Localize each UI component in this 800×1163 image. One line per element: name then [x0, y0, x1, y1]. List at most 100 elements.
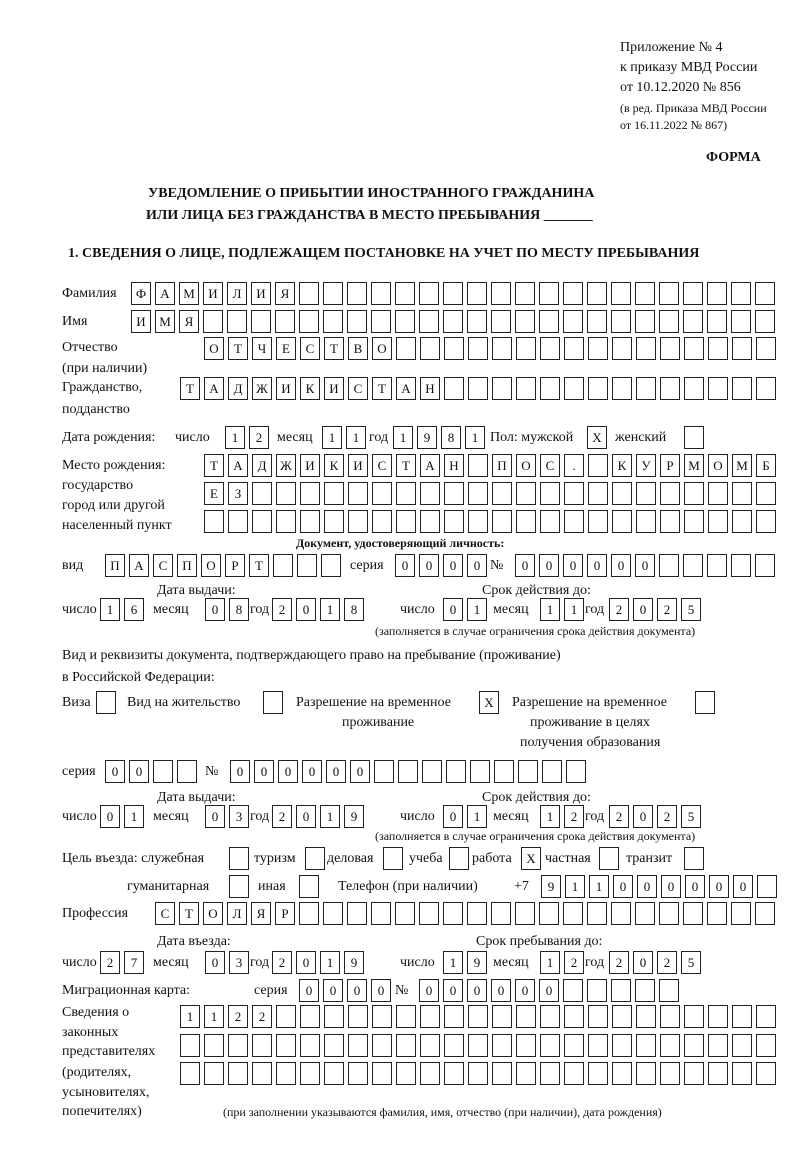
- char-box-name[interactable]: [227, 310, 247, 333]
- char-box-birth-place-3[interactable]: [708, 510, 728, 533]
- char-box-representatives-3[interactable]: [708, 1062, 728, 1085]
- char-box-citizenship[interactable]: К: [300, 377, 320, 400]
- char-box-citizenship[interactable]: [756, 377, 776, 400]
- char-box-stay-series[interactable]: 0: [129, 760, 149, 783]
- char-box-birth-place-2[interactable]: [276, 482, 296, 505]
- char-box-migration-number[interactable]: 0: [443, 979, 463, 1002]
- char-box-birth-place-1[interactable]: У: [636, 454, 656, 477]
- checkbox-purpose-private[interactable]: [599, 847, 619, 870]
- char-box-representatives-2[interactable]: [372, 1034, 392, 1057]
- char-box-entry-year[interactable]: 2: [272, 951, 292, 974]
- char-box-stay-issue-year[interactable]: 2: [272, 805, 292, 828]
- char-box-id-number[interactable]: [731, 554, 751, 577]
- char-box-birth-place-2[interactable]: [372, 482, 392, 505]
- char-box-phone[interactable]: 1: [565, 875, 585, 898]
- char-box-profession[interactable]: [611, 902, 631, 925]
- char-box-birth-place-3[interactable]: [732, 510, 752, 533]
- char-box-stay-series[interactable]: [177, 760, 197, 783]
- char-box-representatives-1[interactable]: 2: [252, 1005, 272, 1028]
- char-box-surname[interactable]: [467, 282, 487, 305]
- char-box-patronymic[interactable]: [636, 337, 656, 360]
- char-box-surname[interactable]: [659, 282, 679, 305]
- char-box-entry-month[interactable]: 3: [229, 951, 249, 974]
- char-box-birth-place-3[interactable]: [612, 510, 632, 533]
- char-box-birth-place-3[interactable]: [420, 510, 440, 533]
- char-box-birth-place-2[interactable]: [300, 482, 320, 505]
- char-box-representatives-3[interactable]: [684, 1062, 704, 1085]
- checkbox-temp-residence-edu[interactable]: [695, 691, 715, 714]
- char-box-phone[interactable]: [757, 875, 777, 898]
- char-box-representatives-2[interactable]: [204, 1034, 224, 1057]
- char-box-representatives-2[interactable]: [756, 1034, 776, 1057]
- char-box-birth-place-2[interactable]: З: [228, 482, 248, 505]
- char-box-representatives-2[interactable]: [588, 1034, 608, 1057]
- char-box-stay-valid-year[interactable]: 5: [681, 805, 701, 828]
- char-box-id-issue-day[interactable]: 6: [124, 598, 144, 621]
- char-box-representatives-3[interactable]: [228, 1062, 248, 1085]
- char-box-profession[interactable]: [347, 902, 367, 925]
- char-box-name[interactable]: [491, 310, 511, 333]
- char-box-citizenship[interactable]: Д: [228, 377, 248, 400]
- char-box-birth-place-1[interactable]: О: [516, 454, 536, 477]
- char-box-birth-day[interactable]: 1: [225, 426, 245, 449]
- char-box-birth-place-3[interactable]: [228, 510, 248, 533]
- char-box-name[interactable]: [371, 310, 391, 333]
- char-box-citizenship[interactable]: С: [348, 377, 368, 400]
- char-box-surname[interactable]: [491, 282, 511, 305]
- char-box-surname[interactable]: [731, 282, 751, 305]
- char-box-citizenship[interactable]: [636, 377, 656, 400]
- char-box-surname[interactable]: Ф: [131, 282, 151, 305]
- char-box-migration-number[interactable]: [659, 979, 679, 1002]
- char-box-patronymic[interactable]: [660, 337, 680, 360]
- char-box-representatives-2[interactable]: [348, 1034, 368, 1057]
- char-box-surname[interactable]: Л: [227, 282, 247, 305]
- char-box-name[interactable]: [251, 310, 271, 333]
- char-box-birth-place-2[interactable]: [348, 482, 368, 505]
- char-box-stay-number[interactable]: [398, 760, 418, 783]
- char-box-id-number[interactable]: [707, 554, 727, 577]
- char-box-stay-number[interactable]: [470, 760, 490, 783]
- char-box-representatives-2[interactable]: [468, 1034, 488, 1057]
- char-box-migration-number[interactable]: 0: [419, 979, 439, 1002]
- char-box-representatives-3[interactable]: [588, 1062, 608, 1085]
- char-box-representatives-2[interactable]: [564, 1034, 584, 1057]
- char-box-stay-valid-month[interactable]: 2: [564, 805, 584, 828]
- char-box-profession[interactable]: [467, 902, 487, 925]
- char-box-id-kind[interactable]: [321, 554, 341, 577]
- char-box-migration-number[interactable]: 0: [539, 979, 559, 1002]
- char-box-citizenship[interactable]: Ж: [252, 377, 272, 400]
- char-box-representatives-1[interactable]: [348, 1005, 368, 1028]
- char-box-birth-month[interactable]: 1: [346, 426, 366, 449]
- char-box-birth-place-1[interactable]: Д: [252, 454, 272, 477]
- char-box-birth-place-3[interactable]: [396, 510, 416, 533]
- char-box-representatives-2[interactable]: [252, 1034, 272, 1057]
- char-box-representatives-2[interactable]: [540, 1034, 560, 1057]
- checkbox-temp-residence[interactable]: X: [479, 691, 499, 714]
- char-box-id-valid-year[interactable]: 2: [657, 598, 677, 621]
- checkbox-purpose-transit[interactable]: [684, 847, 704, 870]
- char-box-birth-place-1[interactable]: М: [684, 454, 704, 477]
- char-box-patronymic[interactable]: [444, 337, 464, 360]
- char-box-stay-number[interactable]: [446, 760, 466, 783]
- char-box-birth-month[interactable]: 1: [322, 426, 342, 449]
- char-box-representatives-2[interactable]: [396, 1034, 416, 1057]
- char-box-id-kind[interactable]: Т: [249, 554, 269, 577]
- char-box-id-valid-year[interactable]: 2: [609, 598, 629, 621]
- char-box-representatives-3[interactable]: [420, 1062, 440, 1085]
- char-box-id-valid-day[interactable]: 1: [467, 598, 487, 621]
- char-box-representatives-3[interactable]: [492, 1062, 512, 1085]
- char-box-representatives-3[interactable]: [372, 1062, 392, 1085]
- char-box-representatives-2[interactable]: [492, 1034, 512, 1057]
- char-box-representatives-3[interactable]: [276, 1062, 296, 1085]
- char-box-representatives-3[interactable]: [300, 1062, 320, 1085]
- char-box-profession[interactable]: [323, 902, 343, 925]
- char-box-birth-place-3[interactable]: [444, 510, 464, 533]
- char-box-id-kind[interactable]: П: [177, 554, 197, 577]
- char-box-birth-place-2[interactable]: [420, 482, 440, 505]
- checkbox-residence-permit[interactable]: [263, 691, 283, 714]
- char-box-stay-number[interactable]: [374, 760, 394, 783]
- char-box-id-issue-month[interactable]: 0: [205, 598, 225, 621]
- char-box-birth-place-2[interactable]: [468, 482, 488, 505]
- char-box-representatives-1[interactable]: [372, 1005, 392, 1028]
- char-box-surname[interactable]: [323, 282, 343, 305]
